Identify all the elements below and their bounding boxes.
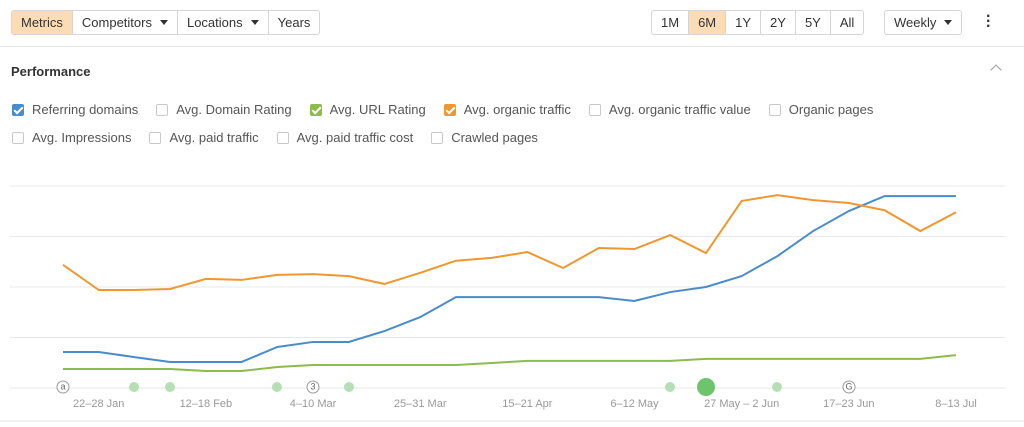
range[interactable]: 6M (688, 11, 726, 34)
event-dot[interactable] (697, 378, 715, 396)
range[interactable]: All (829, 11, 863, 34)
series-line (62, 194, 957, 292)
event-label: G (845, 381, 852, 391)
checkbox[interactable] (276, 131, 289, 144)
metric-row: Avg. Impressions Avg. paid traffic Avg. … (12, 130, 538, 145)
event-label: 3 (310, 381, 315, 391)
x-tick-label: 4–10 Mar (290, 398, 337, 410)
event-dot[interactable] (665, 382, 675, 392)
checkbox[interactable] (149, 131, 162, 144)
metric-row: Referring domains Avg. Domain Rating Avg… (12, 102, 873, 117)
metric-label: Avg. organic traffic value (608, 102, 751, 117)
x-tick-label: 8–13 Jul (935, 398, 977, 410)
metric-toggle[interactable]: Referring domains (12, 102, 138, 117)
interval-group: Weekly (884, 10, 963, 35)
checkbox[interactable] (768, 103, 781, 116)
event-dot[interactable] (344, 382, 354, 392)
x-tick-label: 22–28 Jan (73, 398, 124, 410)
x-tick-label: 12–18 Feb (180, 398, 233, 410)
tab-group: Metrics Competitors Locations Years (11, 10, 321, 35)
legend-label: Avg. URL Rating (329, 102, 426, 117)
checkbox[interactable] (156, 103, 169, 116)
metric-label: Avg. paid traffic (169, 130, 259, 145)
event-markers: a 3 G (56, 378, 856, 396)
metric-label: Avg. Domain Rating (176, 102, 292, 117)
metric-label: Crawled pages (451, 130, 538, 145)
event-badge[interactable] (306, 380, 320, 394)
tab[interactable]: Competitors (71, 11, 177, 34)
checkbox[interactable] (12, 131, 24, 144)
metric-toggle[interactable]: Avg. Impressions (12, 130, 131, 145)
range-group: 1M 6M 1Y 2Y 5Y All (651, 10, 865, 35)
range[interactable]: 1M (661, 15, 680, 30)
legend-label: Referring domains (32, 102, 139, 117)
divider (0, 46, 1024, 47)
event-dot[interactable] (165, 382, 175, 392)
more-menu[interactable]: · · · (986, 8, 992, 35)
range[interactable]: 2Y (760, 11, 795, 34)
metric-toggle[interactable]: Avg. paid traffic cost (276, 130, 414, 145)
metric-label: Organic pages (788, 102, 874, 117)
section-title: Performance (11, 64, 91, 79)
metric-toggle[interactable]: Avg. organic traffic value (588, 102, 751, 117)
x-tick-label: 17–23 Jun (823, 398, 874, 410)
x-tick-label: 6–12 May (610, 398, 659, 410)
legend-label: Avg. organic traffic (463, 102, 571, 117)
event-badge[interactable] (842, 380, 856, 394)
x-tick-label: 25–31 Mar (394, 398, 447, 410)
event-dot[interactable] (772, 382, 782, 392)
tab[interactable]: Years (267, 11, 320, 34)
metric-toggle[interactable]: Crawled pages (431, 130, 538, 145)
checkbox[interactable] (431, 131, 444, 144)
metric-toggle[interactable]: Organic pages (768, 102, 874, 117)
tab[interactable]: Metrics (12, 11, 72, 34)
metric-label: Avg. Impressions (32, 130, 132, 145)
checkbox[interactable] (588, 103, 601, 116)
tab[interactable]: Locations (176, 11, 268, 34)
metric-toggle[interactable]: Avg. URL Rating (309, 102, 426, 117)
x-tick-label: 27 May – 2 Jun (704, 398, 779, 410)
event-dot[interactable] (129, 382, 139, 392)
metric-label: Avg. paid traffic cost (296, 130, 414, 145)
checkbox[interactable] (309, 103, 322, 116)
interval[interactable]: Weekly (885, 11, 961, 34)
range[interactable]: 1Y (725, 11, 760, 34)
event-badge[interactable] (56, 380, 70, 394)
metric-toggle[interactable]: Avg. paid traffic (149, 130, 259, 145)
event-label: a (60, 381, 65, 391)
checkbox[interactable] (12, 103, 24, 116)
metric-toggle[interactable]: Avg. organic traffic (443, 102, 571, 117)
series-line (63, 195, 956, 363)
range[interactable]: 5Y (794, 11, 830, 34)
x-tick-label: 15–21 Apr (502, 398, 552, 410)
metric-toggle[interactable]: Avg. Domain Rating (156, 102, 292, 117)
checkbox[interactable] (443, 103, 456, 116)
event-dot[interactable] (272, 382, 282, 392)
series-line (63, 354, 957, 373)
